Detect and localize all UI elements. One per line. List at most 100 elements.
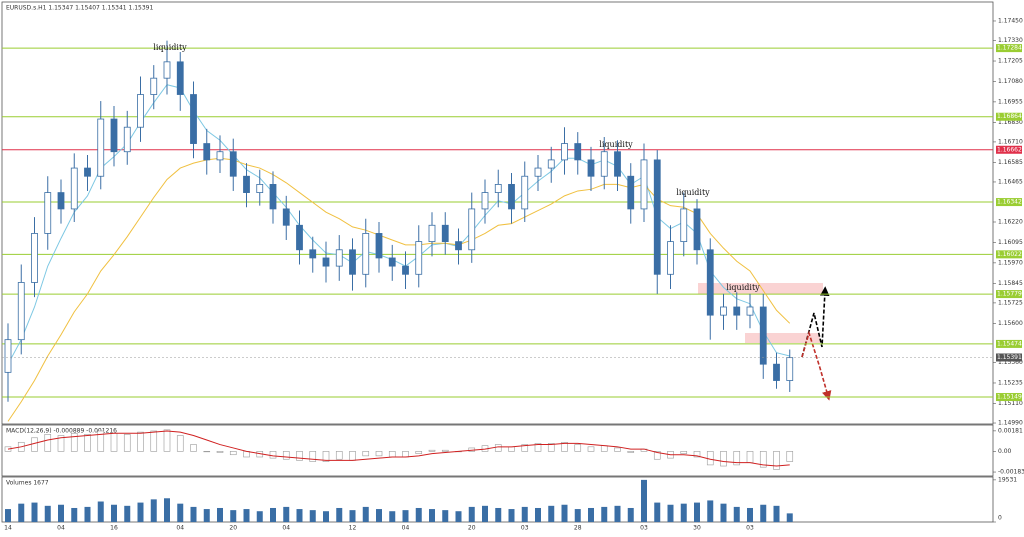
macd-bar [773, 451, 780, 470]
macd-bar [653, 451, 661, 460]
macd-bar [733, 451, 741, 466]
volume-bar [31, 502, 38, 522]
volume-bar [641, 479, 647, 522]
volume-bar [667, 504, 674, 522]
y-tick-label: 1.15600 [998, 320, 1023, 327]
volume-bar [296, 509, 303, 522]
macd-bar [44, 434, 52, 452]
candle-body [70, 167, 78, 210]
macd-bar [296, 451, 303, 461]
volume-bar [468, 506, 475, 522]
x-tick-label: 28 [574, 525, 582, 532]
chart-title: EURUSD.s.H1 1.15347 1.15407 1.15341 1.15… [6, 5, 153, 12]
level-label: 1.15149 [997, 394, 1022, 401]
y-tick-label: 1.17080 [998, 78, 1023, 85]
level-label-box [996, 112, 1022, 121]
volume-bar [601, 506, 608, 522]
macd-bar [402, 451, 409, 458]
volume-bar [18, 503, 25, 522]
volume-bar [786, 513, 793, 522]
candle-body [97, 118, 105, 177]
volume-bar [760, 504, 767, 522]
volume-bar [455, 511, 462, 522]
candle-body [786, 357, 794, 381]
candle-body [163, 61, 171, 79]
volume-bar [614, 505, 621, 522]
candle-body [614, 151, 621, 177]
candle-body [759, 306, 767, 365]
candle-body [680, 208, 688, 243]
candle-body [4, 339, 12, 373]
volume-bar [58, 504, 64, 522]
volume-bar [217, 507, 223, 522]
volume-bar [694, 502, 700, 522]
macd-bar [680, 451, 688, 454]
y-tick-label: 1.15725 [998, 299, 1023, 306]
bullish-arrow [801, 286, 830, 358]
candle-body [640, 159, 648, 210]
y-tick-label: 1.17450 [998, 17, 1023, 24]
macd-bar [746, 451, 754, 463]
candle-body [269, 184, 277, 210]
volume-bar [402, 510, 409, 522]
macd-tick-label: 0.00 [998, 448, 1012, 455]
candle-body [229, 151, 237, 177]
macd-bar [627, 451, 635, 453]
volume-bar [270, 507, 276, 522]
x-tick-label: 04 [402, 525, 410, 532]
candle-body [481, 192, 489, 210]
candle-body [587, 159, 595, 177]
macd-bar [4, 446, 12, 452]
macd-bar [375, 451, 383, 457]
y-tick-label: 1.16220 [998, 218, 1023, 225]
macd-bar [362, 451, 370, 457]
y-tick-label: 1.16585 [998, 159, 1023, 166]
candle-body [388, 257, 396, 267]
macd-bar [706, 451, 714, 466]
candle-body [402, 265, 409, 275]
y-tick-label: 1.14990 [998, 420, 1023, 427]
macd-tick-label: 0.00181 [998, 427, 1023, 434]
macd-bar [441, 449, 449, 452]
candle-body [176, 61, 184, 95]
macd-bar [521, 444, 529, 452]
volume-bar [111, 504, 117, 522]
x-tick-label: 20 [229, 525, 237, 532]
candle-body [746, 306, 754, 316]
bearish-arrow [801, 330, 832, 401]
volume-bar [561, 504, 568, 522]
candle-body [31, 233, 38, 283]
candle-body [773, 363, 780, 381]
candle-body [534, 167, 542, 177]
macd-bar [269, 451, 277, 459]
volume-bar [482, 505, 488, 522]
volume-bar [442, 510, 449, 522]
volume-bar [283, 506, 290, 522]
macd-bar [388, 451, 396, 458]
macd-bar [428, 449, 436, 452]
level-label-box [996, 393, 1022, 402]
volume-bar [627, 507, 634, 522]
x-tick-label: 12 [349, 525, 357, 532]
x-tick-label: 14 [4, 525, 12, 532]
volume-tick-label: 0 [998, 515, 1002, 522]
macd-bar [309, 451, 317, 462]
candle-body [706, 249, 714, 316]
current-price-label: 1.15391 [997, 354, 1022, 361]
volume-bar [773, 505, 780, 522]
volume-bar [389, 511, 396, 522]
y-tick-label: 1.15235 [998, 379, 1023, 386]
volume-bar [415, 507, 422, 522]
macd-bar [176, 435, 184, 452]
level-label: 1.15474 [997, 340, 1022, 347]
volume-bar [588, 507, 594, 522]
liquidity-zone [745, 333, 820, 343]
annotation: liquidity [599, 140, 633, 149]
macd-signal [7, 430, 790, 467]
scenario-arrows [801, 286, 832, 401]
macd-bar [349, 451, 356, 461]
macd-tick-label: -0.00183 [998, 469, 1024, 476]
y-tick-label: 1.16095 [998, 239, 1023, 246]
volume-bar [71, 507, 78, 522]
x-tick-label: 20 [468, 525, 476, 532]
